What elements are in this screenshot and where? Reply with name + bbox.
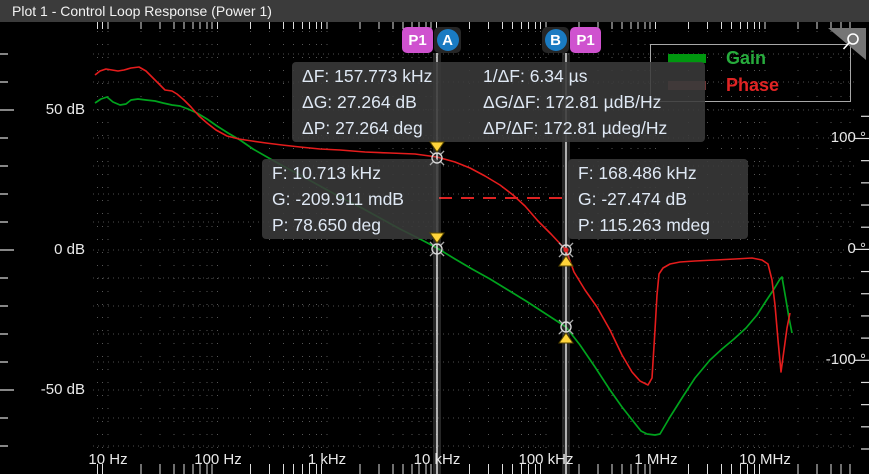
cursor-b-freq: F: 168.486 kHz <box>578 163 697 183</box>
magnifier-icon <box>842 33 859 50</box>
inv-delta-f-value: 1/ΔF: 6.34 µs <box>483 66 588 86</box>
cursor-a-gain: G: -209.911 mdB <box>272 189 404 209</box>
gain-curve <box>94 96 793 436</box>
cursor-a-gain-marker-icon[interactable] <box>429 232 445 257</box>
legend-gain-label: Gain <box>726 48 767 68</box>
y-axis-label-50db: 50 dB <box>45 101 85 118</box>
cursor-a-label: A <box>436 29 459 51</box>
plot-title: Plot 1 - Control Loop Response (Power 1) <box>12 3 272 19</box>
delta-g-slope-value: ΔG/ΔF: 172.81 µdB/Hz <box>483 92 662 112</box>
cursor-b-readout: F: 168.486 kHz G: -27.474 dB P: 115.263 … <box>568 159 748 239</box>
y-axis-label-100deg: 100 ° <box>830 129 866 146</box>
x-axis-label-10mhz: 10 MHz <box>739 451 791 468</box>
y-axis-label-0deg: 0 ° <box>847 240 866 257</box>
cursor-a-readout: F: 10.713 kHz G: -209.911 mdB P: 78.650 … <box>262 159 439 239</box>
gain-swatch <box>668 54 706 63</box>
x-axis-label-10hz: 10 Hz <box>88 451 128 468</box>
cursor-b-label: B <box>544 29 567 51</box>
zoom-corner-button[interactable] <box>828 28 866 60</box>
phase-curve <box>94 66 791 386</box>
y-axis-label-0db: 0 dB <box>54 241 85 258</box>
y-axis-label-m100deg: -100 ° <box>825 351 866 368</box>
delta-readout-panel: ΔF: 157.773 kHz 1/ΔF: 6.34 µs ΔG: 27.264… <box>292 62 705 142</box>
delta-f-value: ΔF: 157.773 kHz <box>302 66 433 86</box>
cursor-b-gain-marker-icon[interactable] <box>558 319 574 344</box>
x-axis-label-100khz: 100 kHz <box>518 451 574 468</box>
legend-gain-row: Gain <box>651 45 850 72</box>
delta-p-value: ΔP: 27.264 deg <box>302 118 423 138</box>
cursor-a-phase-marker-icon[interactable] <box>429 141 445 166</box>
x-axis-label-10khz: 10 kHz <box>413 451 461 468</box>
cursor-b-gain: G: -27.474 dB <box>578 189 687 209</box>
cursor-a-freq: F: 10.713 kHz <box>272 163 381 183</box>
badge-p1-left[interactable]: P1 <box>402 27 433 53</box>
badge-cursor-b[interactable]: B <box>542 27 569 53</box>
legend-phase-label: Phase <box>726 75 780 95</box>
delta-g-value: ΔG: 27.264 dB <box>302 92 417 112</box>
delta-p-slope-value: ΔP/ΔF: 172.81 µdeg/Hz <box>483 118 668 138</box>
x-axis-label-100hz: 100 Hz <box>194 451 242 468</box>
x-axis-label-1khz: 1 kHz <box>307 451 347 468</box>
cursor-b-phase: P: 115.263 mdeg <box>578 215 710 235</box>
plot-title-bar[interactable]: Plot 1 - Control Loop Response (Power 1) <box>0 0 869 22</box>
cursor-a-phase: P: 78.650 deg <box>272 215 381 235</box>
badge-cursor-a[interactable]: A <box>434 27 461 53</box>
x-axis-label-1mhz: 1 MHz <box>634 451 678 468</box>
cursor-b-phase-marker-icon[interactable] <box>558 242 574 267</box>
y-axis-label-m50db: -50 dB <box>40 381 85 398</box>
badge-p1-right[interactable]: P1 <box>570 27 601 53</box>
